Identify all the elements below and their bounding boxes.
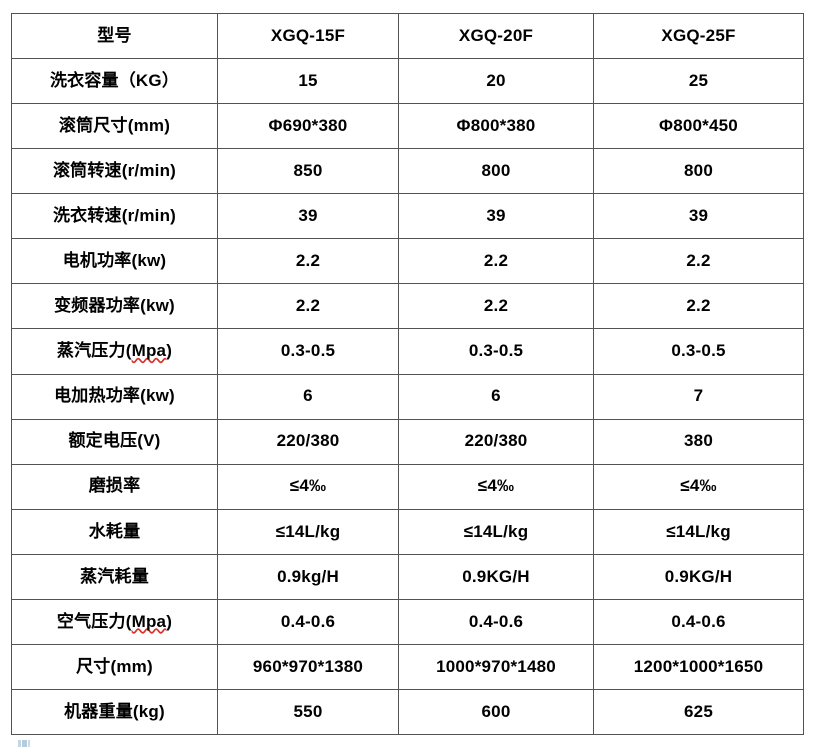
table-row: 水耗量 ≤14L/kg ≤14L/kg ≤14L/kg [11,508,804,555]
row-value: ≤4‰ [398,463,594,510]
spellcheck-misspelled-word: Mpa [131,341,167,361]
row-value: 2.2 [593,238,804,285]
table-row: 额定电压(V) 220/380 220/380 380 [11,418,804,465]
row-label: 滚筒尺寸(mm) [11,103,218,150]
row-value: 0.9KG/H [398,553,594,600]
row-value: 0.4-0.6 [217,598,399,645]
row-value: XGQ-15F [217,12,399,60]
row-value: 20 [398,58,594,105]
row-value: 25 [593,58,804,105]
row-value: XGQ-25F [593,12,804,60]
row-value: Φ690*380 [217,103,399,150]
row-label: 电加热功率(kw) [11,373,218,420]
row-value: 850 [217,148,399,195]
row-value: ≤4‰ [217,463,399,510]
row-label-text: 空气压力 [56,611,126,631]
row-value: 1200*1000*1650 [593,643,804,690]
row-value: 550 [217,688,399,736]
row-value: 2.2 [398,238,594,285]
row-value: 0.4-0.6 [593,598,804,645]
row-value: ≤14L/kg [217,508,399,555]
table-row: 蒸汽耗量 0.9kg/H 0.9KG/H 0.9KG/H [11,553,804,600]
row-value: 39 [593,193,804,240]
table-row: 电机功率(kw) 2.2 2.2 2.2 [11,238,804,285]
table-row: 型号 XGQ-15F XGQ-20F XGQ-25F [11,12,804,60]
row-value: 6 [217,373,399,420]
table-row: 尺寸(mm) 960*970*1380 1000*970*1480 1200*1… [11,643,804,690]
row-value: XGQ-20F [398,12,594,60]
row-label: 电机功率(kw) [11,238,218,285]
spellcheck-misspelled-word: Mpa [131,611,167,631]
row-value: 1000*970*1480 [398,643,594,690]
row-label: 滚筒转速(r/min) [11,148,218,195]
row-value: 2.2 [398,283,594,330]
row-value: 220/380 [398,418,594,465]
table-row: 蒸汽压力(Mpa) 0.3-0.5 0.3-0.5 0.3-0.5 [11,328,804,375]
row-value: 600 [398,688,594,736]
row-value: ≤14L/kg [398,508,594,555]
table-row: 磨损率 ≤4‰ ≤4‰ ≤4‰ [11,463,804,510]
row-label: 型号 [11,12,218,60]
row-value: 15 [217,58,399,105]
table-row: 机器重量(kg) 550 600 625 [11,688,804,736]
row-value: 625 [593,688,804,736]
row-label: 洗衣转速(r/min) [11,193,218,240]
row-value: 0.3-0.5 [398,328,594,375]
row-value: 6 [398,373,594,420]
row-value: 39 [398,193,594,240]
specification-table: 型号 XGQ-15F XGQ-20F XGQ-25F 洗衣容量（KG） 15 2… [11,12,804,736]
image-artifact [18,740,30,747]
row-value: 2.2 [593,283,804,330]
row-value: 800 [398,148,594,195]
table-row: 变频器功率(kw) 2.2 2.2 2.2 [11,283,804,330]
table-row: 滚筒转速(r/min) 850 800 800 [11,148,804,195]
row-value: 380 [593,418,804,465]
row-label: 蒸汽压力(Mpa) [11,328,218,375]
row-value: 0.4-0.6 [398,598,594,645]
row-value: ≤14L/kg [593,508,804,555]
table-body: 型号 XGQ-15F XGQ-20F XGQ-25F 洗衣容量（KG） 15 2… [11,12,804,736]
row-label: 空气压力(Mpa) [11,598,218,645]
row-label: 水耗量 [11,508,218,555]
row-label-text: 蒸汽压力 [56,341,126,361]
row-value: 960*970*1380 [217,643,399,690]
row-value: 0.9KG/H [593,553,804,600]
row-value: 0.3-0.5 [217,328,399,375]
table-row: 滚筒尺寸(mm) Φ690*380 Φ800*380 Φ800*450 [11,103,804,150]
row-value: 0.9kg/H [217,553,399,600]
row-label: 额定电压(V) [11,418,218,465]
table-row: 空气压力(Mpa) 0.4-0.6 0.4-0.6 0.4-0.6 [11,598,804,645]
row-label: 尺寸(mm) [11,643,218,690]
row-label: 洗衣容量（KG） [11,58,218,105]
row-value: 2.2 [217,238,399,285]
table-row: 洗衣容量（KG） 15 20 25 [11,58,804,105]
row-value: 7 [593,373,804,420]
row-label: 磨损率 [11,463,218,510]
row-value: Φ800*450 [593,103,804,150]
row-value: 39 [217,193,399,240]
row-value: 0.3-0.5 [593,328,804,375]
row-label: 机器重量(kg) [11,688,218,736]
row-value: ≤4‰ [593,463,804,510]
row-label: 变频器功率(kw) [11,283,218,330]
spec-table-container: 型号 XGQ-15F XGQ-20F XGQ-25F 洗衣容量（KG） 15 2… [11,12,804,736]
row-value: 220/380 [217,418,399,465]
row-value: Φ800*380 [398,103,594,150]
table-row: 电加热功率(kw) 6 6 7 [11,373,804,420]
row-value: 800 [593,148,804,195]
table-row: 洗衣转速(r/min) 39 39 39 [11,193,804,240]
row-value: 2.2 [217,283,399,330]
row-label: 蒸汽耗量 [11,553,218,600]
